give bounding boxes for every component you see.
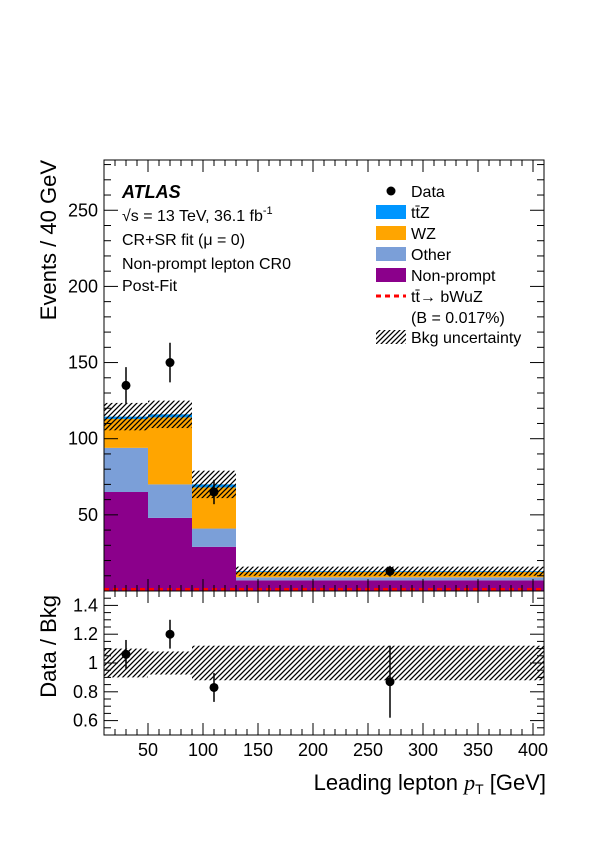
bar-non-prompt-bin-1: [104, 492, 148, 591]
y-tick-label: 200: [68, 276, 98, 296]
legend-ttz-label: tt̄Z: [411, 205, 430, 222]
data-points: [121, 342, 395, 577]
legend-wz-label: WZ: [411, 226, 436, 243]
x-tick-label: 350: [463, 740, 493, 760]
bar-non-prompt-bin-2: [148, 517, 192, 591]
bar-other-bin-2: [148, 484, 192, 518]
x-tick-label: 300: [408, 740, 438, 760]
legend-nonprompt-swatch: [376, 268, 406, 282]
legend-nonprompt-label: Non-prompt: [411, 268, 496, 285]
ratio-y-tick-label: 0.8: [73, 682, 98, 702]
ratio-band-bin-2: [148, 651, 192, 675]
energy-lumi-label: √s = 13 TeV, 36.1 fb-1: [122, 205, 273, 225]
bar-other-bin-1: [104, 447, 148, 493]
y-tick-label: 150: [68, 353, 98, 373]
data-point-2: [165, 358, 175, 368]
x-tick-label: 150: [243, 740, 273, 760]
tick-labels: 50 100 150 200 250 300 350 400 50 100 150 200 250 0.6…: [68, 200, 548, 760]
uncertainty-bin-1: [104, 402, 148, 431]
ratio-points: [121, 619, 395, 718]
legend-other-swatch: [376, 247, 406, 261]
y-tick-label: 250: [68, 200, 98, 220]
legend-uncertainty-swatch: [376, 330, 406, 344]
legend: Data tt̄Z WZ Other Non-prompt tt̄→ bWuZ …: [376, 184, 521, 347]
fit-label: CR+SR fit (μ = 0): [122, 232, 245, 249]
uncertainty-bin-2: [148, 400, 192, 429]
ratio-point-1: [121, 649, 131, 659]
bar-other-bin-3: [192, 528, 236, 547]
legend-signal-label: tt̄→ bWuZ: [411, 289, 483, 306]
legend-signal-br: (B = 0.017%): [411, 310, 505, 327]
ratio-y-tick-label: 0.6: [73, 711, 98, 731]
postfit-label: Post-Fit: [122, 278, 178, 295]
legend-ttz-swatch: [376, 205, 406, 219]
legend-data-label: Data: [411, 184, 445, 201]
legend-uncertainty-label: Bkg uncertainty: [411, 330, 521, 347]
ratio-point-2: [165, 629, 175, 639]
legend-data-marker: [386, 186, 396, 196]
y-tick-label: 50: [78, 505, 98, 525]
ratio-y-tick-label: 1: [88, 653, 98, 673]
x-tick-label: 200: [298, 740, 328, 760]
stacked-histogram: [104, 414, 544, 591]
x-axis-label: Leading lepton pT [GeV]: [314, 770, 546, 797]
bar-non-prompt-bin-3: [192, 546, 236, 591]
data-point-1: [121, 380, 131, 390]
x-tick-label: 250: [353, 740, 383, 760]
legend-other-label: Other: [411, 247, 452, 264]
ratio-point-4: [385, 677, 395, 687]
bar-wz-bin-2: [148, 417, 192, 485]
ratio-y-tick-label: 1.2: [73, 624, 98, 644]
ratio-y-tick-label: 1.4: [73, 595, 98, 615]
x-tick-label: 400: [518, 740, 548, 760]
data-point-3: [209, 487, 219, 497]
x-tick-label: 50: [138, 740, 158, 760]
x-tick-label: 100: [188, 740, 218, 760]
legend-wz-swatch: [376, 226, 406, 240]
atlas-label: ATLAS: [121, 182, 181, 202]
ratio-point-3: [209, 682, 219, 692]
y-axis-label: Events / 40 GeV: [36, 160, 61, 321]
y-tick-label: 100: [68, 429, 98, 449]
ratio-y-axis-label: Data / Bkg: [36, 595, 61, 698]
ratio-uncertainty-band: [104, 645, 544, 681]
bar-other-bin-4: [236, 577, 544, 581]
axis-ticks: [104, 160, 545, 736]
data-point-4: [385, 566, 395, 576]
region-label: Non-prompt lepton CR0: [122, 256, 291, 273]
